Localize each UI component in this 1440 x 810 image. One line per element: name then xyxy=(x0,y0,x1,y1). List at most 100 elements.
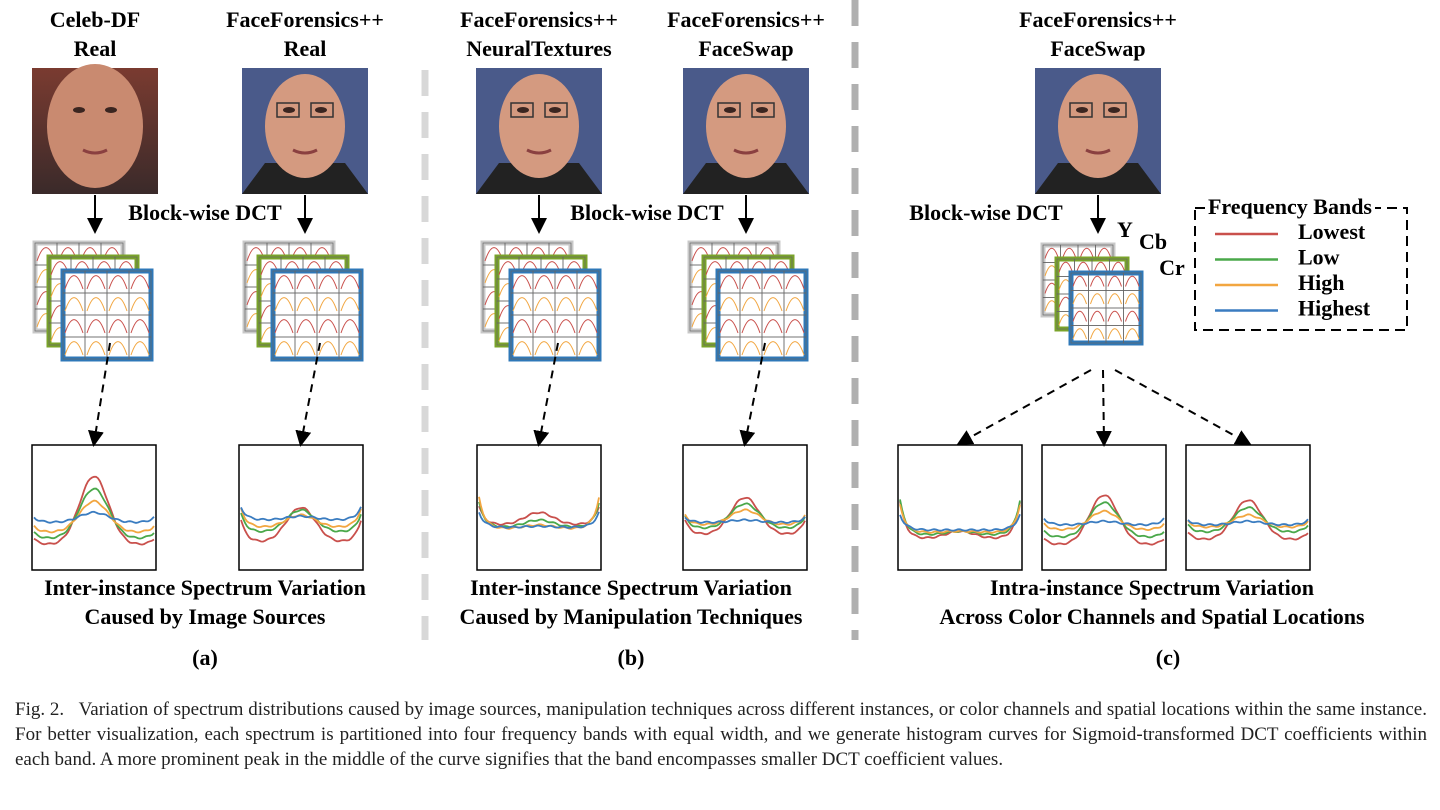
cell-curve xyxy=(274,275,294,290)
skin xyxy=(265,74,345,178)
source-title: FaceForensics++ xyxy=(460,7,618,32)
source-title: Celeb-DF xyxy=(50,7,140,32)
arrow xyxy=(1095,369,1112,447)
cell-curve xyxy=(1125,328,1140,340)
cell-curve xyxy=(534,341,554,356)
legend-label: Highest xyxy=(1298,296,1371,321)
caption-label: Fig. 2. xyxy=(15,699,65,720)
source-title: FaceForensics++ xyxy=(1019,7,1177,32)
cell-curve xyxy=(64,275,84,290)
suit xyxy=(1035,163,1161,194)
cell-curve xyxy=(340,297,360,312)
eye xyxy=(549,107,561,113)
cell-curve xyxy=(534,297,554,312)
cell-curve xyxy=(741,297,761,312)
panel-label: (c) xyxy=(1156,645,1180,670)
source-title: Real xyxy=(74,36,117,61)
source-title: NeuralTextures xyxy=(466,36,612,61)
suit xyxy=(683,163,809,194)
spectrum-box xyxy=(476,444,602,571)
band-curve xyxy=(33,475,155,546)
band-curve xyxy=(240,506,362,543)
cell-curve xyxy=(512,341,532,356)
cell-curve xyxy=(1107,293,1122,305)
cell-curve xyxy=(1072,293,1087,305)
cell-curve xyxy=(296,275,316,290)
face-image xyxy=(476,68,602,194)
cell xyxy=(338,336,362,360)
band-curve xyxy=(899,504,1021,534)
dct-plane xyxy=(715,268,809,362)
cell-curve xyxy=(318,341,338,356)
face-image xyxy=(683,68,809,194)
figure-caption: Fig. 2. Variation of spectrum distributi… xyxy=(15,697,1427,772)
spectrum-box xyxy=(682,444,808,571)
box xyxy=(682,444,808,571)
spectrum-box xyxy=(897,444,1023,571)
cell-curve xyxy=(130,275,150,290)
cell-curve xyxy=(64,319,84,334)
cell-curve xyxy=(86,297,106,312)
glasses xyxy=(717,102,741,118)
cell-curve xyxy=(318,275,338,290)
eye xyxy=(1108,107,1120,113)
cell-curve xyxy=(296,297,316,312)
panel-caption: Caused by Image Sources xyxy=(84,604,325,629)
arrow xyxy=(1114,369,1252,445)
cell-curve xyxy=(1072,310,1087,322)
spectrum-box xyxy=(1041,444,1167,571)
mouth xyxy=(733,148,759,155)
cell-curve xyxy=(1072,275,1087,287)
cell-curve xyxy=(108,297,128,312)
cell-curve xyxy=(741,319,761,334)
eye xyxy=(517,107,529,113)
spectrum-box xyxy=(31,444,157,571)
spectrum-box xyxy=(238,444,364,571)
cell-curve xyxy=(741,341,761,356)
source-title: Real xyxy=(284,36,327,61)
panel-caption: Caused by Manipulation Techniques xyxy=(460,604,803,629)
suit xyxy=(476,163,602,194)
eye xyxy=(73,107,85,113)
cell-curve xyxy=(1107,275,1122,287)
eye xyxy=(1076,107,1088,113)
band-curve xyxy=(240,506,362,522)
glasses xyxy=(1103,102,1127,118)
band-curve xyxy=(684,496,806,536)
cell-curve xyxy=(86,275,106,290)
cell-curve xyxy=(1076,261,1091,273)
source-title: FaceSwap xyxy=(698,36,793,61)
cell-curve xyxy=(1093,261,1108,273)
cell-curve xyxy=(763,341,783,356)
cell-curve xyxy=(578,319,598,334)
band-curve xyxy=(684,516,806,524)
face-image xyxy=(242,68,368,194)
glasses xyxy=(510,102,534,118)
cell xyxy=(128,336,152,360)
arrow xyxy=(739,342,766,447)
cell-curve xyxy=(1058,261,1073,273)
eye xyxy=(283,107,295,113)
source-title: FaceForensics++ xyxy=(226,7,384,32)
mouth xyxy=(82,148,108,155)
transform-label: Block-wise DCT xyxy=(128,200,282,225)
cell-curve xyxy=(763,297,783,312)
caption-text: Variation of spectrum distributions caus… xyxy=(15,699,1427,770)
cell-curve xyxy=(296,341,316,356)
suit xyxy=(242,163,368,194)
mouth xyxy=(1085,148,1111,155)
cell-curve xyxy=(1107,328,1122,340)
skin xyxy=(706,74,786,178)
channel-label: Cb xyxy=(1139,229,1167,254)
skin xyxy=(1058,74,1138,178)
cell-curve xyxy=(512,297,532,312)
band-curve xyxy=(1043,501,1165,539)
cell-curve xyxy=(296,319,316,334)
band-curve xyxy=(1187,499,1309,541)
cell-curve xyxy=(578,275,598,290)
transform-label: Block-wise DCT xyxy=(909,200,1063,225)
eye xyxy=(105,107,117,113)
cell-curve xyxy=(1111,261,1126,273)
cell-curve xyxy=(719,275,739,290)
